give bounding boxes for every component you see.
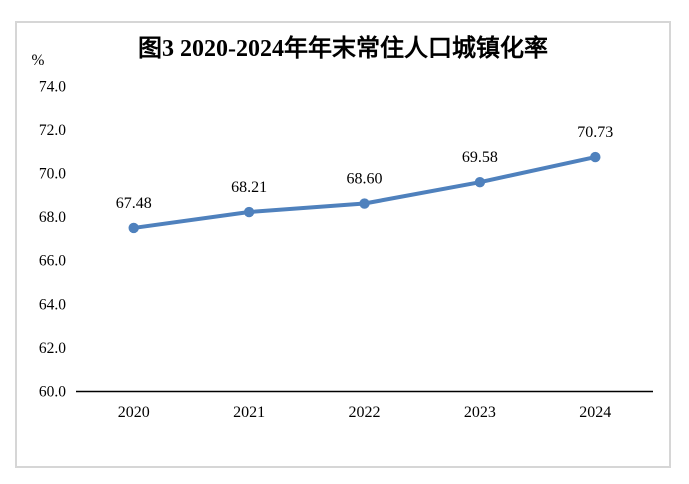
- chart-frame: [15, 21, 671, 468]
- x-tick-label: 2020: [118, 404, 150, 421]
- y-tick-label: 74.0: [39, 78, 66, 95]
- x-tick-label: 2021: [233, 404, 265, 421]
- y-tick-label: 68.0: [39, 209, 66, 226]
- x-tick-label: 2022: [349, 404, 381, 421]
- y-tick-label: 70.0: [39, 166, 66, 183]
- data-point: [474, 176, 486, 188]
- data-point: [590, 151, 601, 163]
- data-point: [243, 206, 255, 218]
- y-axis-unit-label: %: [32, 52, 45, 69]
- data-label: 67.48: [116, 195, 152, 212]
- y-tick-label: 72.0: [39, 122, 66, 139]
- data-label: 68.60: [347, 171, 383, 188]
- data-point: [128, 222, 139, 234]
- x-tick-label: 2024: [579, 404, 611, 421]
- data-label: 68.21: [231, 179, 267, 196]
- data-line: [131, 155, 598, 230]
- data-label: 69.58: [462, 149, 498, 166]
- y-tick-label: 62.0: [39, 340, 66, 357]
- data-label: 70.73: [577, 124, 613, 141]
- y-tick-label: 66.0: [39, 253, 66, 270]
- chart-title: 图3 2020-2024年年末常住人口城镇化率: [138, 36, 548, 62]
- x-tick-label: 2023: [464, 404, 496, 421]
- data-point: [359, 198, 370, 209]
- y-tick-label: 60.0: [39, 384, 66, 401]
- y-tick-label: 64.0: [39, 296, 66, 313]
